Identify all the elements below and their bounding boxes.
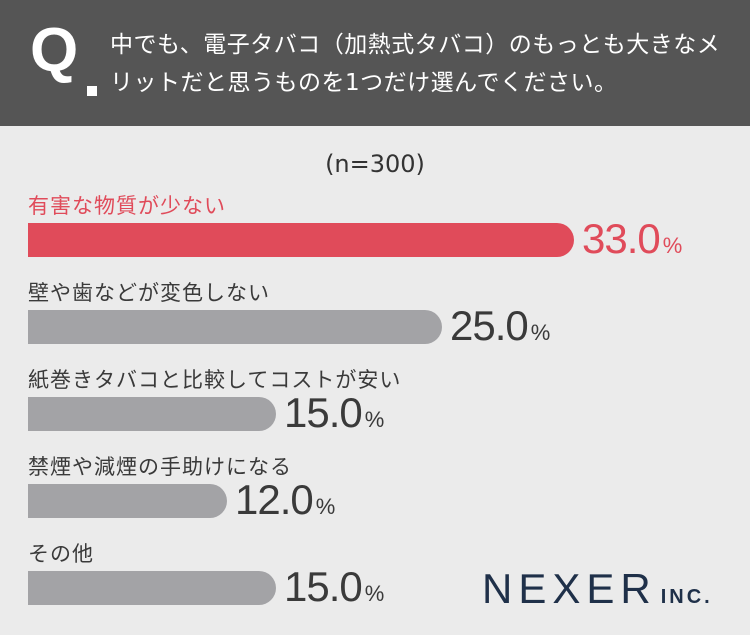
bar-value: 25.0 xyxy=(450,302,529,349)
question-text: 中でも、電子タバコ（加熱式タバコ）のもっとも大きなメリットだと思うものを1つだけ… xyxy=(110,32,721,96)
bar-value: 12.0 xyxy=(235,476,314,523)
bar xyxy=(28,571,276,605)
bar-value-unit: % xyxy=(530,320,551,345)
bar xyxy=(28,310,442,344)
bar-value-label: 15.0% xyxy=(284,389,384,437)
bar xyxy=(28,223,574,257)
bar-label: 有害な物質が少ない xyxy=(28,194,226,218)
sample-size: (n=300) xyxy=(325,150,425,178)
bar-value-unit: % xyxy=(364,407,385,432)
q-dot xyxy=(87,86,97,96)
bar-value: 15.0 xyxy=(284,389,363,436)
bar-value-label: 25.0% xyxy=(450,302,550,350)
bar-value: 15.0 xyxy=(284,563,363,610)
question-header: Q 中でも、電子タバコ（加熱式タバコ）のもっとも大きなメリットだと思うものを1つ… xyxy=(0,0,750,126)
nexer-logo: NEXER INC. xyxy=(482,565,713,613)
bar-value-label: 15.0% xyxy=(284,563,384,611)
bar xyxy=(28,484,227,518)
bar-value-unit: % xyxy=(315,494,336,519)
bar-label: 禁煙や減煙の手助けになる xyxy=(28,455,292,479)
bar-value-unit: % xyxy=(662,233,683,258)
bar-value-label: 33.0% xyxy=(582,215,682,263)
logo-suffix: INC. xyxy=(660,586,713,608)
bar-value: 33.0 xyxy=(582,215,661,262)
bar-label: 紙巻きタバコと比較してコストが安い xyxy=(28,368,402,392)
bar-label: 壁や歯などが変色しない xyxy=(28,281,270,305)
bar-label: その他 xyxy=(28,542,94,566)
bar xyxy=(28,397,276,431)
bar-value-unit: % xyxy=(364,581,385,606)
logo-main: NEXER xyxy=(482,565,657,612)
bar-value-label: 12.0% xyxy=(235,476,335,524)
q-mark: Q xyxy=(30,16,79,85)
